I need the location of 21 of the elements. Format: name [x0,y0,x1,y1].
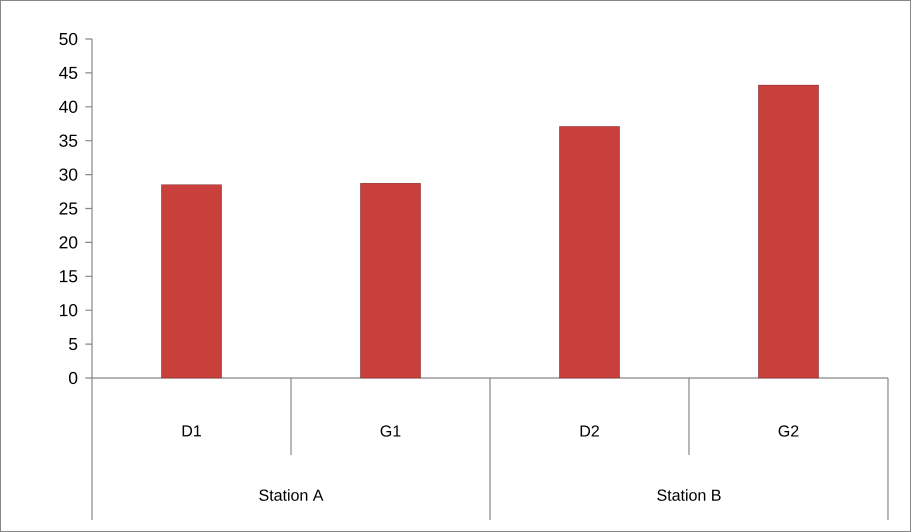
bar [360,183,421,378]
y-tick-label: 35 [59,134,78,147]
y-tick-label: 40 [59,100,78,113]
bar [161,184,222,378]
y-tick-label: 30 [59,168,78,181]
text: Station A [259,489,324,501]
bar [559,126,620,378]
y-tick-label: 45 [59,66,78,79]
bar [758,84,819,378]
x-tick-label: D2 [580,425,599,437]
y-tick-label: 0 [68,372,78,384]
x-tick-label: G2 [778,425,798,437]
x-tick-label: G1 [380,425,400,437]
y-tick-label: 5 [69,338,78,350]
y-tick-label: 15 [60,270,78,282]
y-tick-label: 20 [60,236,78,249]
text: Station B [657,489,721,501]
y-tick-label: 25 [60,202,78,215]
x-tick-label: D1 [182,425,201,436]
y-tick-label: 10 [60,304,78,316]
y-tick-label: 50 [59,32,78,46]
